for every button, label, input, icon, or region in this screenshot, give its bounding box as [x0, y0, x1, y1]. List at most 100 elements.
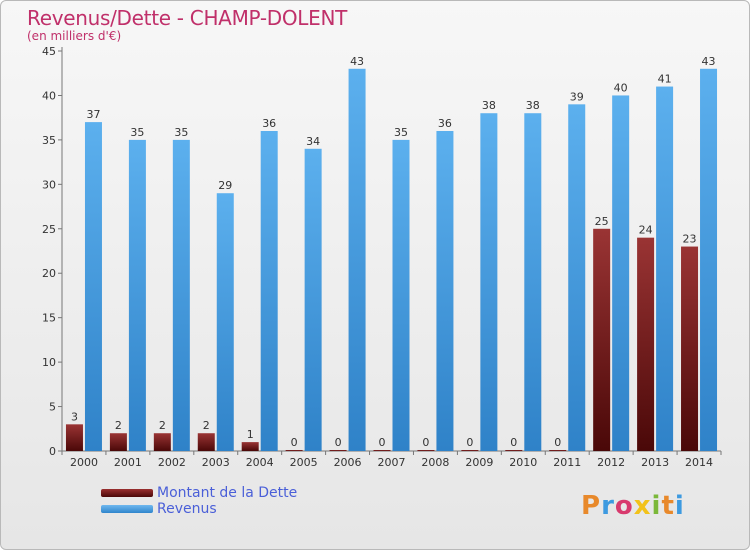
y-tick-label: 40 — [42, 89, 56, 102]
bar-revenue-value-label: 35 — [174, 126, 188, 139]
bar-debt — [329, 450, 347, 451]
bar-revenue-value-label: 38 — [526, 99, 540, 112]
chart-title: Revenus/Dette - CHAMP-DOLENT — [27, 6, 348, 30]
bar-revenue — [348, 68, 366, 452]
bar-debt — [505, 450, 523, 451]
bar-debt — [373, 450, 391, 451]
bar-revenue — [84, 122, 102, 451]
x-tick-label: 2001 — [114, 456, 142, 469]
bar-revenue — [260, 131, 278, 451]
y-tick-label: 5 — [49, 401, 56, 414]
logo-letter: P — [581, 491, 602, 521]
bar-revenue-value-label: 35 — [394, 126, 408, 139]
bar-debt — [681, 246, 699, 451]
x-tick-label: 2002 — [158, 456, 186, 469]
x-tick-label: 2011 — [553, 456, 581, 469]
x-tick-label: 2014 — [685, 456, 713, 469]
chart-subtitle: (en milliers d'€) — [27, 29, 122, 43]
y-tick-label: 45 — [42, 45, 56, 58]
bar-revenue-value-label: 36 — [438, 117, 452, 130]
bar-debt — [593, 228, 611, 451]
x-tick-label: 2010 — [509, 456, 537, 469]
bar-revenue-value-label: 35 — [130, 126, 144, 139]
bar-revenue — [480, 113, 498, 451]
bar-debt — [197, 433, 215, 451]
bar-debt — [241, 442, 259, 451]
legend-label-debt: Montant de la Dette — [157, 485, 298, 501]
chart-bars — [65, 68, 718, 452]
bar-debt-value-label: 0 — [554, 436, 561, 449]
x-tick-label: 2008 — [421, 456, 449, 469]
legend-label-revenue: Revenus — [157, 501, 217, 517]
bar-debt-value-label: 0 — [291, 436, 298, 449]
bar-revenue-value-label: 36 — [262, 117, 276, 130]
legend-swatch-revenue — [101, 505, 153, 513]
x-tick-label: 2012 — [597, 456, 625, 469]
bar-revenue — [656, 86, 674, 452]
bar-revenue — [524, 113, 542, 451]
logo-letter: i — [651, 491, 662, 521]
bar-revenue-value-label: 43 — [350, 55, 364, 68]
y-tick-label: 25 — [42, 223, 56, 236]
bar-revenue — [700, 68, 718, 452]
bar-revenue — [128, 139, 146, 451]
bar-revenue-value-label: 34 — [306, 135, 320, 148]
bar-debt-value-label: 2 — [159, 419, 166, 432]
x-tick-label: 2003 — [202, 456, 230, 469]
chart-value-labels: 3 2 2 2 1 0 0 0 0 0 0 0 25 24 23 37 35 35 29 36 34 43 35 36 38 38… — [71, 55, 716, 449]
bar-revenue — [216, 193, 234, 451]
bar-debt-value-label: 0 — [422, 436, 429, 449]
bar-debt — [153, 433, 171, 451]
bar-debt-value-label: 0 — [510, 436, 517, 449]
bar-debt-value-label: 23 — [683, 233, 697, 246]
y-tick-label: 35 — [42, 134, 56, 147]
bar-debt-value-label: 3 — [71, 410, 78, 423]
proxiti-logo: Proxiti — [581, 491, 685, 521]
bar-revenue-value-label: 40 — [614, 81, 628, 94]
bar-revenue — [392, 139, 410, 451]
x-tick-label: 2005 — [290, 456, 318, 469]
bar-revenue — [612, 95, 630, 451]
x-tick-label: 2009 — [465, 456, 493, 469]
y-tick-label: 0 — [49, 445, 56, 458]
bar-revenue-value-label: 37 — [86, 108, 100, 121]
y-tick-label: 20 — [42, 267, 56, 280]
bar-debt-value-label: 1 — [247, 428, 254, 441]
bar-revenue — [568, 104, 586, 451]
bar-debt — [417, 450, 435, 451]
bar-debt-value-label: 25 — [595, 215, 609, 228]
y-tick-label: 15 — [42, 312, 56, 325]
logo-letter: x — [633, 491, 652, 521]
bar-debt — [285, 450, 303, 451]
bar-debt-value-label: 24 — [639, 224, 653, 237]
x-tick-label: 2006 — [334, 456, 362, 469]
legend-swatch-debt — [101, 489, 153, 497]
logo-letter: i — [674, 491, 685, 521]
bar-revenue-value-label: 38 — [482, 99, 496, 112]
y-tick-label: 10 — [42, 356, 56, 369]
bar-debt — [549, 450, 567, 451]
logo-letter: t — [661, 491, 675, 521]
x-tick-label: 2007 — [378, 456, 406, 469]
bar-revenue-value-label: 43 — [702, 55, 716, 68]
x-tick-label: 2000 — [70, 456, 98, 469]
bar-debt — [637, 237, 655, 451]
x-tick-label: 2004 — [246, 456, 274, 469]
bar-debt-value-label: 2 — [203, 419, 210, 432]
bar-debt — [65, 424, 83, 451]
bar-revenue-value-label: 39 — [570, 90, 584, 103]
bar-debt-value-label: 0 — [466, 436, 473, 449]
bar-revenue-value-label: 29 — [218, 179, 232, 192]
y-tick-label: 30 — [42, 178, 56, 191]
bar-debt-value-label: 0 — [379, 436, 386, 449]
logo-letter: o — [614, 491, 634, 521]
x-tick-label: 2013 — [641, 456, 669, 469]
bar-debt-value-label: 0 — [335, 436, 342, 449]
logo-letter: r — [601, 491, 615, 521]
bar-revenue-value-label: 41 — [658, 73, 672, 86]
bar-revenue — [304, 148, 322, 451]
bar-debt — [109, 433, 127, 451]
